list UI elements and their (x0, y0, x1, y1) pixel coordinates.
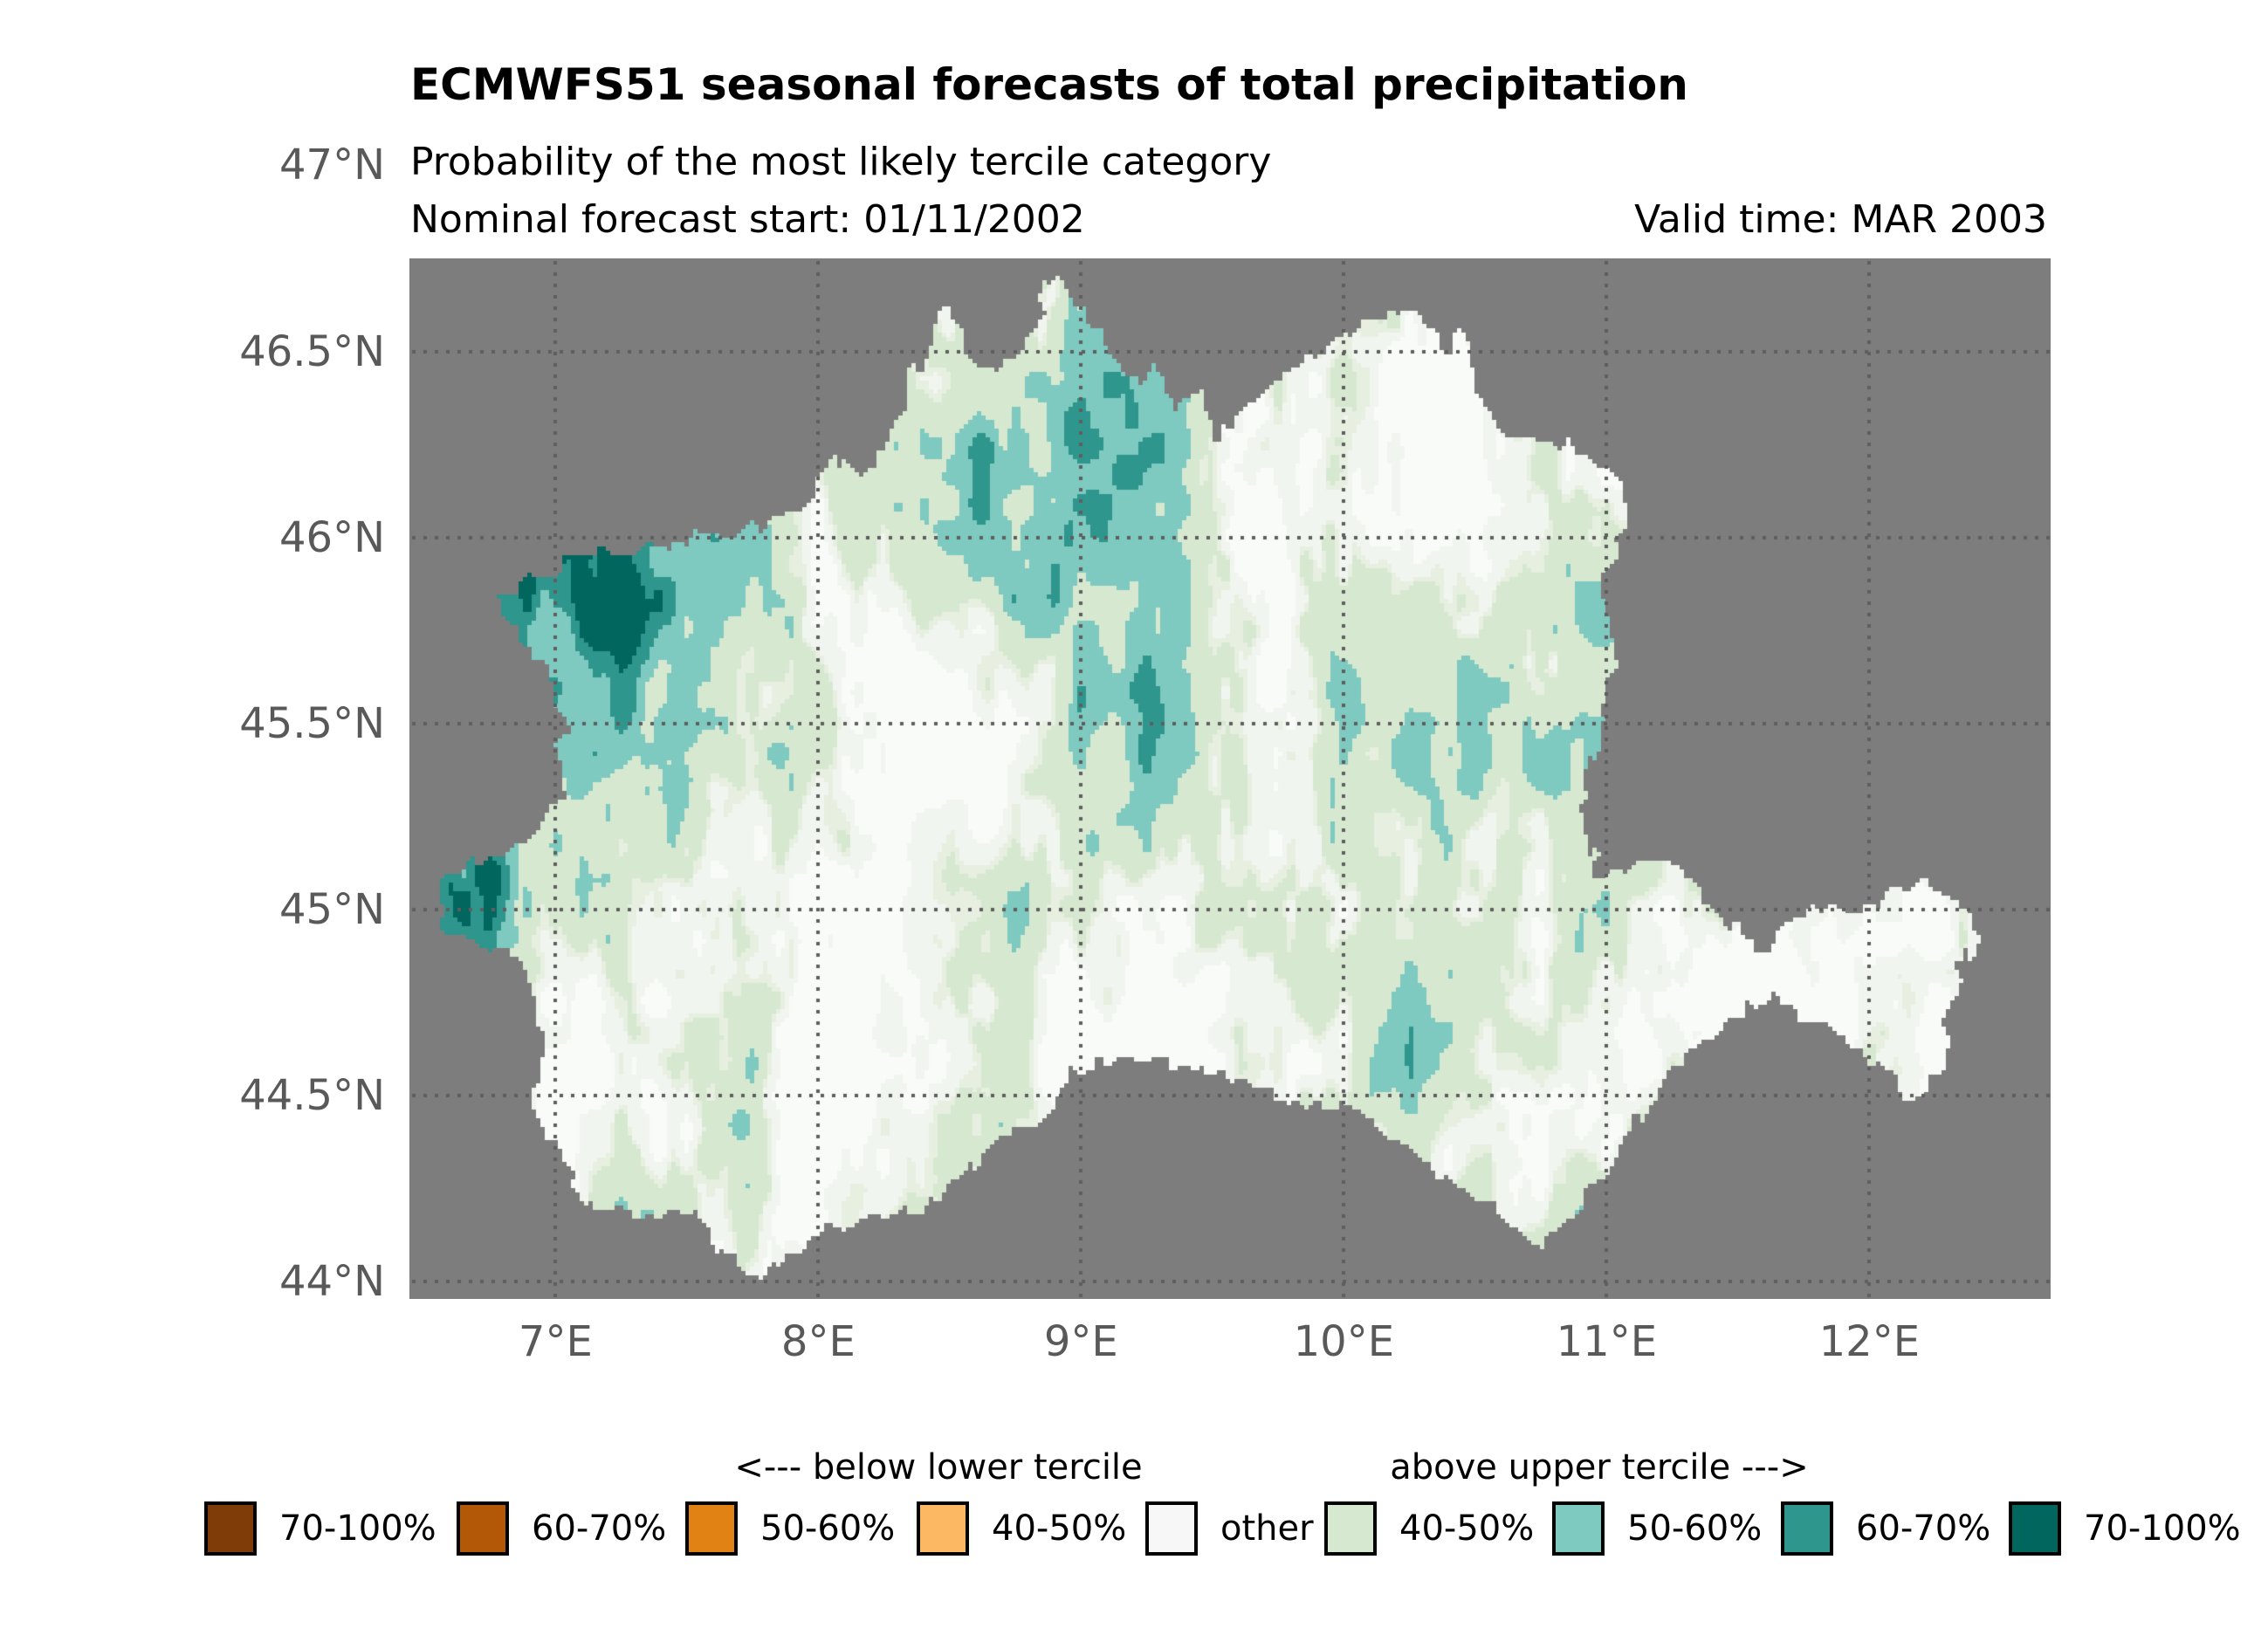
lon-tick-label: 9°E (1043, 1317, 1118, 1366)
legend-item-label: 70-100% (279, 1508, 436, 1549)
legend-swatch (204, 1501, 257, 1556)
figure-subtitle: Probability of the most likely tercile c… (410, 140, 1272, 184)
lat-tick-label: 47°N (279, 141, 385, 190)
legend-item-label: 40-50% (992, 1508, 1127, 1549)
legend-item-label: 60-70% (532, 1508, 667, 1549)
legend-item-above-70-100pct: 70-100% (2009, 1501, 2241, 1556)
legend-swatch (457, 1501, 509, 1556)
lat-tick-label: 44°N (279, 1256, 385, 1306)
lon-tick-label: 7°E (518, 1317, 593, 1366)
lon-tick-label: 11°E (1556, 1317, 1658, 1366)
legend-swatch (685, 1501, 738, 1556)
valid-time-label: Valid time: MAR 2003 (1634, 197, 2047, 242)
legend-item-label: 70-100% (2084, 1508, 2241, 1549)
lat-tick-label: 44.5°N (239, 1070, 385, 1120)
legend-item-label: 50-60% (760, 1508, 896, 1549)
legend-item-label: other (1220, 1508, 1314, 1549)
precipitation-probability-map (409, 258, 2051, 1299)
legend-item-neutral-other: other (1145, 1501, 1314, 1556)
legend-item-label: 60-70% (1856, 1508, 1991, 1549)
legend-item-below-70-100pct: 70-100% (204, 1501, 436, 1556)
lon-tick-label: 8°E (780, 1317, 856, 1366)
legend-item-above-50-60pct: 50-60% (1552, 1501, 1762, 1556)
lat-tick-label: 45.5°N (239, 698, 385, 748)
legend-swatch (917, 1501, 969, 1556)
legend-swatch (1781, 1501, 1833, 1556)
lat-tick-label: 46°N (279, 512, 385, 562)
legend-below-heading: <--- below lower tercile (734, 1447, 1143, 1488)
legend-swatch (1552, 1501, 1605, 1556)
legend-swatch (1324, 1501, 1377, 1556)
lon-tick-label: 12°E (1818, 1317, 1921, 1366)
legend-item-label: 50-60% (1627, 1508, 1763, 1549)
legend-item-below-60-70pct: 60-70% (457, 1501, 666, 1556)
legend-item-below-40-50pct: 40-50% (917, 1501, 1126, 1556)
legend-item-above-40-50pct: 40-50% (1324, 1501, 1534, 1556)
legend-above-heading: above upper tercile ---> (1390, 1447, 1809, 1488)
figure-title: ECMWFS51 seasonal forecasts of total pre… (410, 59, 1688, 110)
legend-swatch (2009, 1501, 2061, 1556)
legend-swatch (1145, 1501, 1198, 1556)
lat-tick-label: 45°N (279, 884, 385, 934)
lon-tick-label: 10°E (1293, 1317, 1395, 1366)
legend-item-above-60-70pct: 60-70% (1781, 1501, 1990, 1556)
legend-item-below-50-60pct: 50-60% (685, 1501, 895, 1556)
forecast-start-label: Nominal forecast start: 01/11/2002 (410, 197, 1085, 242)
legend-item-label: 40-50% (1399, 1508, 1535, 1549)
lat-tick-label: 46.5°N (239, 326, 385, 376)
